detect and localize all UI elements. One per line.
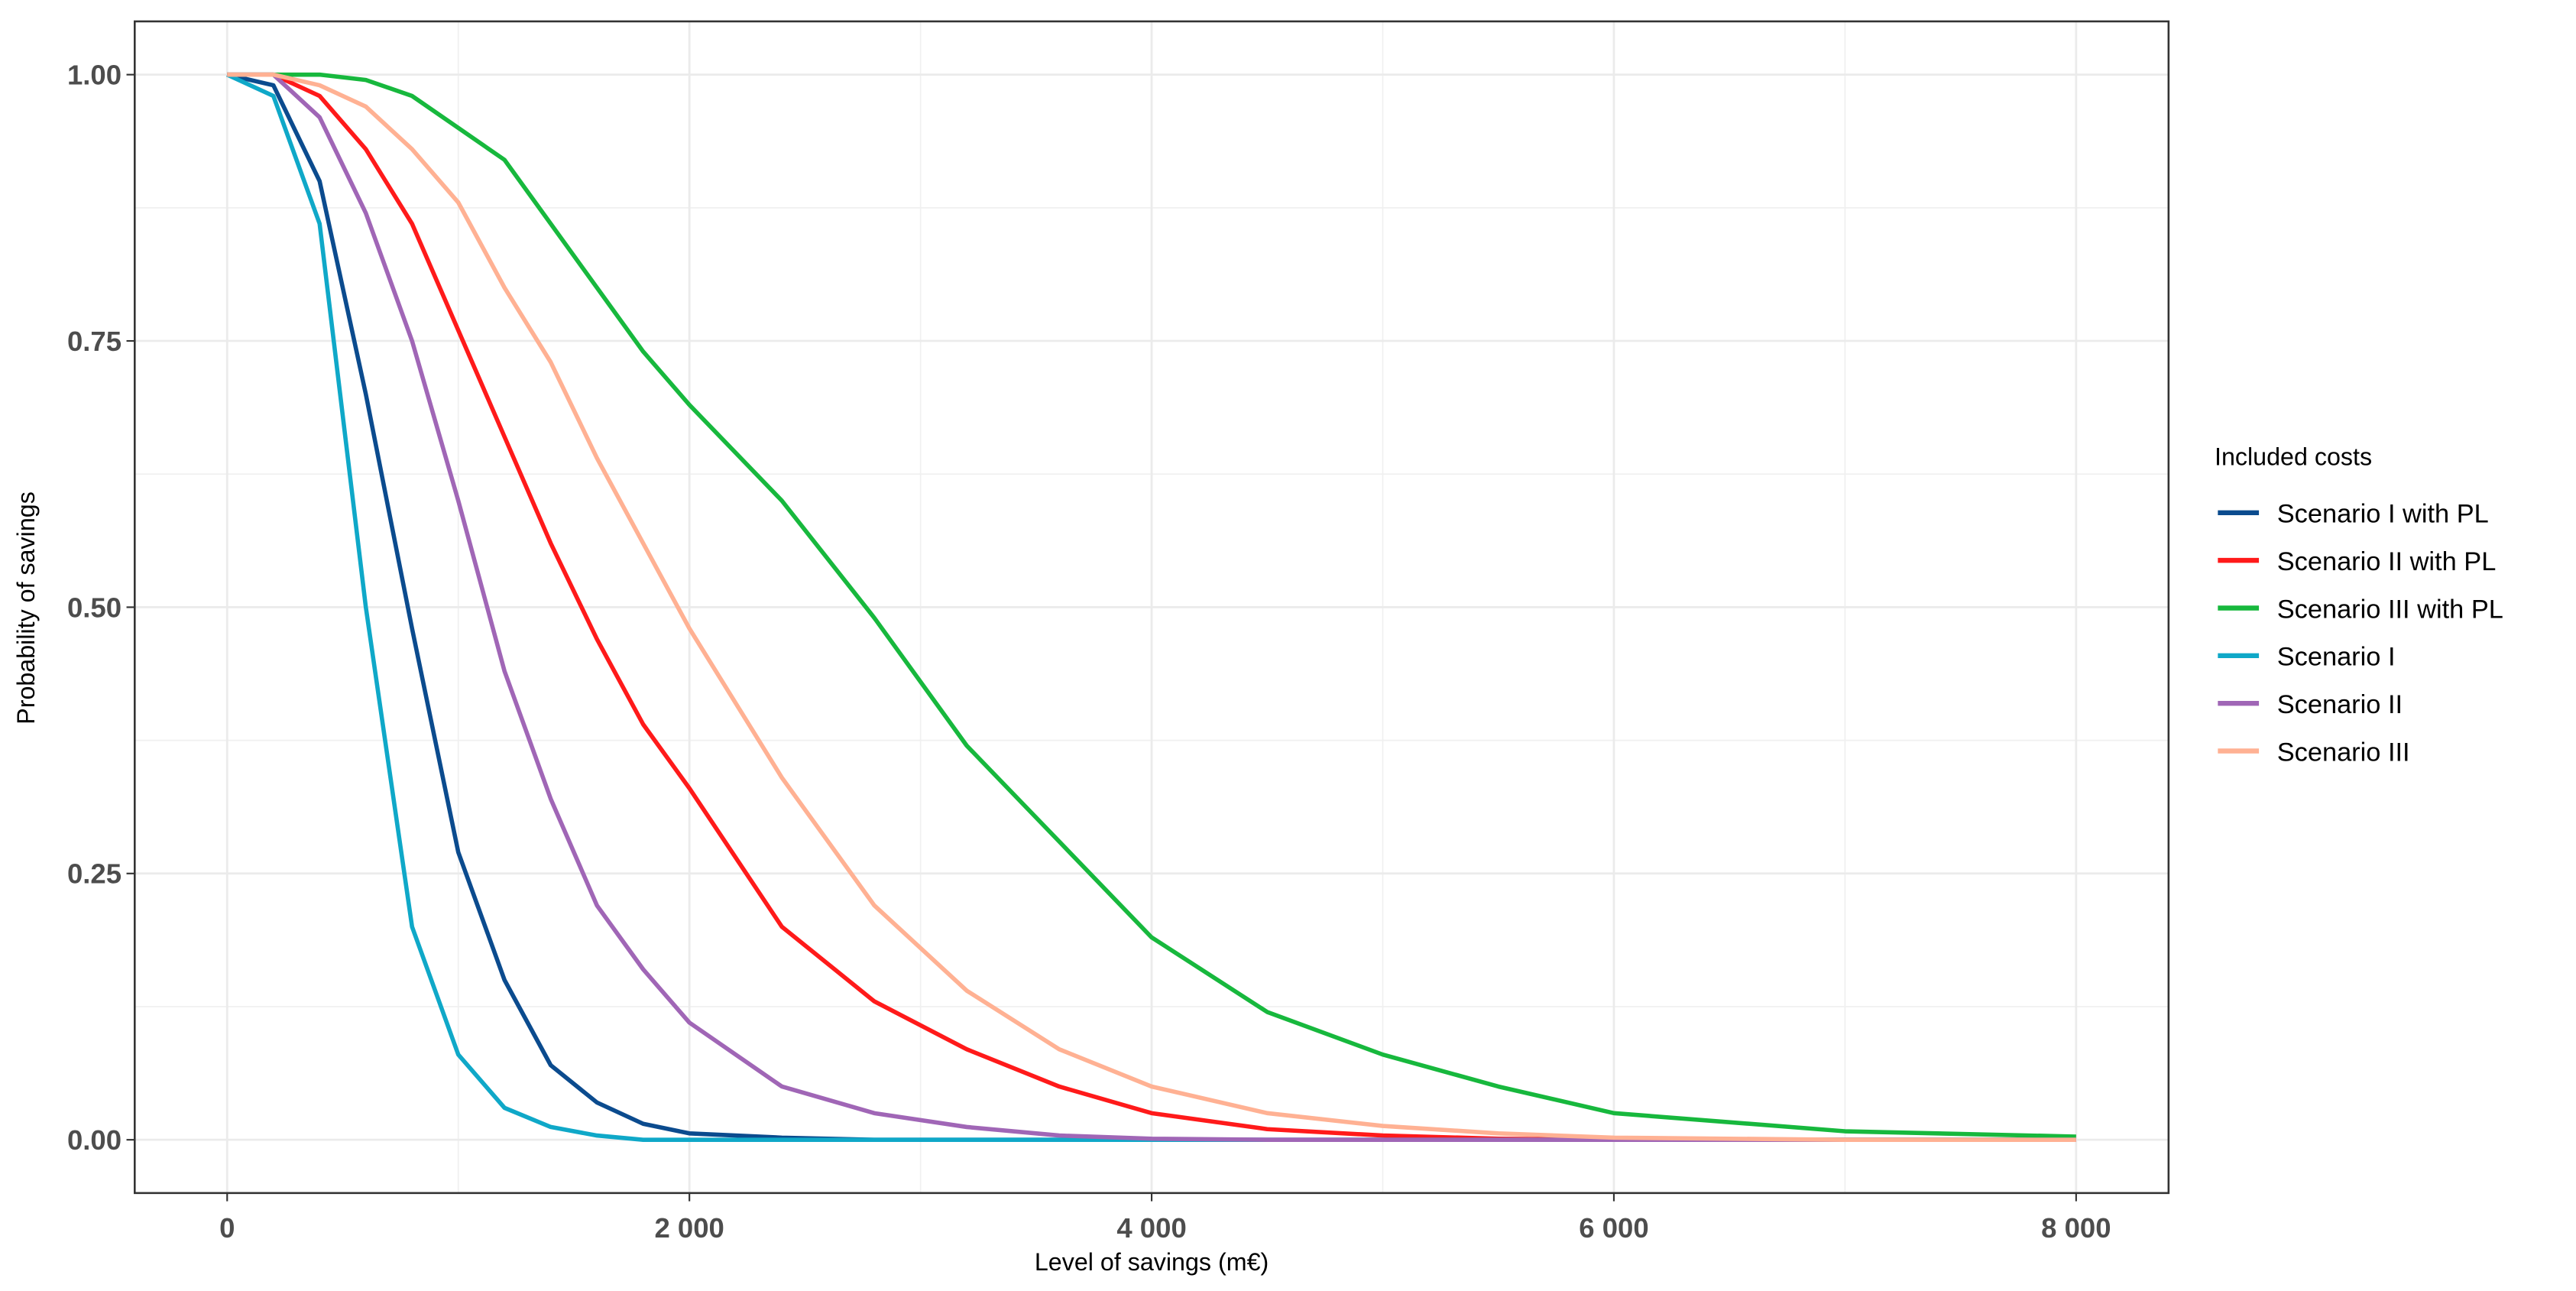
legend-label: Scenario I — [2277, 643, 2396, 672]
x-tick-label: 4 000 — [1116, 1212, 1186, 1244]
series-line — [227, 72, 2076, 1142]
x-tick-label: 6 000 — [1579, 1212, 1648, 1244]
y-tick-label: 0.50 — [67, 592, 122, 623]
x-axis-title: Level of savings (m€) — [1035, 1248, 1269, 1276]
series-line — [227, 72, 2076, 1142]
plot-border — [133, 20, 2170, 1195]
legend-label: Scenario III — [2277, 738, 2410, 767]
y-tick-label: 0.25 — [67, 858, 122, 890]
x-tick-label: 8 000 — [2041, 1212, 2111, 1244]
legend-label: Scenario II with PL — [2277, 547, 2497, 576]
y-tick-label: 0.75 — [67, 326, 122, 357]
series-line — [227, 72, 2076, 1139]
legend-label: Scenario III with PL — [2277, 595, 2503, 624]
series-line — [227, 72, 2076, 1142]
legend-label: Scenario I with PL — [2277, 500, 2489, 529]
x-tick-label: 0 — [219, 1212, 235, 1244]
x-tick-label: 2 000 — [654, 1212, 724, 1244]
y-axis-title: Probability of savings — [12, 491, 40, 725]
y-tick-label: 0.00 — [67, 1124, 122, 1156]
y-tick-label: 1.00 — [67, 60, 122, 91]
legend-label: Scenario II — [2277, 690, 2403, 719]
legend-title: Included costs — [2215, 443, 2372, 470]
